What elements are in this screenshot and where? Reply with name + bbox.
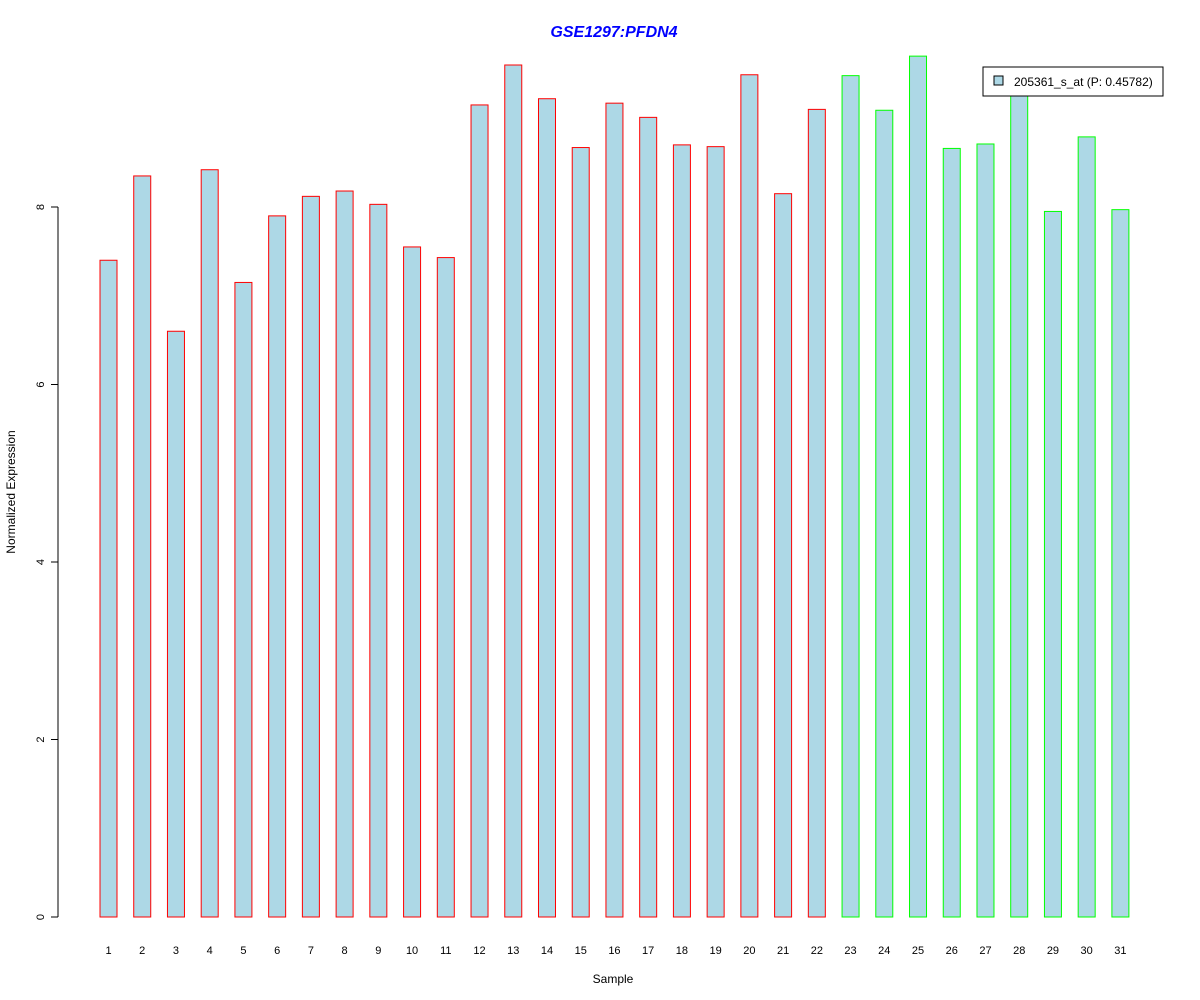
y-tick-label: 6 — [35, 381, 47, 387]
x-tick-label: 31 — [1114, 945, 1126, 957]
bar-sample-19 — [706, 146, 725, 918]
x-tick-label: 8 — [342, 945, 348, 957]
x-axis-label: Sample — [593, 972, 634, 986]
x-tick-label: 20 — [743, 945, 755, 957]
bar-sample-13 — [504, 64, 523, 918]
bar-sample-28 — [1010, 91, 1029, 918]
bar-sample-8 — [335, 190, 354, 918]
x-tick-label: 28 — [1013, 945, 1025, 957]
x-tick-label: 18 — [676, 945, 688, 957]
x-tick-label: 15 — [575, 945, 587, 957]
x-tick-label: 4 — [207, 945, 213, 957]
bar-sample-7 — [301, 195, 320, 918]
bar-sample-27 — [976, 143, 995, 918]
bar-sample-21 — [774, 193, 793, 918]
bar-sample-6 — [268, 215, 287, 918]
bar-sample-2 — [133, 175, 152, 918]
bar-sample-25 — [909, 55, 928, 918]
x-tick-label: 16 — [608, 945, 620, 957]
x-tick-label: 13 — [507, 945, 519, 957]
y-tick-label: 4 — [35, 559, 47, 565]
bar-sample-15 — [571, 147, 590, 918]
legend-box — [982, 66, 1164, 97]
bar-sample-23 — [841, 75, 860, 918]
bar-sample-14 — [537, 98, 556, 918]
bar-sample-12 — [470, 104, 489, 918]
y-tick-label: 0 — [35, 914, 47, 920]
x-tick-label: 25 — [912, 945, 924, 957]
bar-sample-10 — [403, 246, 422, 918]
bar-sample-29 — [1043, 210, 1062, 918]
bar-sample-1 — [99, 259, 118, 918]
x-tick-label: 6 — [274, 945, 280, 957]
x-tick-label: 11 — [440, 945, 451, 957]
y-tick-label: 2 — [35, 736, 47, 742]
x-tick-label: 23 — [844, 945, 856, 957]
x-tick-label: 9 — [375, 945, 381, 957]
legend-swatch — [993, 75, 1004, 86]
bar-sample-9 — [369, 203, 388, 918]
x-tick-label: 1 — [105, 945, 111, 957]
x-tick-label: 2 — [139, 945, 145, 957]
y-axis-label: Normalized Expression — [4, 430, 18, 553]
bar-sample-26 — [942, 147, 961, 918]
x-tick-label: 26 — [946, 945, 958, 957]
x-tick-label: 7 — [308, 945, 314, 957]
x-tick-label: 5 — [240, 945, 246, 957]
x-tick-label: 19 — [710, 945, 722, 957]
x-tick-label: 27 — [979, 945, 991, 957]
bar-sample-18 — [672, 144, 691, 918]
x-tick-label: 24 — [878, 945, 890, 957]
y-axis: 0 2 4 6 8 — [35, 204, 59, 920]
bar-sample-17 — [639, 116, 658, 918]
x-tick-label: 3 — [173, 945, 179, 957]
x-tick-label: 12 — [473, 945, 485, 957]
bar-sample-16 — [605, 102, 624, 918]
x-tick-label: 29 — [1047, 945, 1059, 957]
bar-sample-11 — [436, 257, 455, 918]
x-tick-label: 17 — [642, 945, 654, 957]
bar-sample-4 — [200, 169, 219, 918]
chart-title: GSE1297:PFDN4 — [550, 24, 677, 41]
x-tick-labels: 1 2 3 4 5 6 7 8 9 10 11 12 13 14 15 16 17 18 19 20 21 22 23 24 2… — [105, 945, 1126, 957]
bar-sample-30 — [1077, 136, 1096, 918]
bars-group — [99, 55, 1130, 918]
bar-sample-24 — [875, 109, 894, 918]
x-tick-label: 22 — [811, 945, 823, 957]
bar-sample-20 — [740, 74, 759, 918]
bar-sample-3 — [166, 330, 185, 918]
bar-sample-22 — [807, 108, 826, 918]
x-tick-label: 10 — [406, 945, 418, 957]
bar-sample-31 — [1111, 209, 1130, 918]
x-tick-label: 30 — [1081, 945, 1093, 957]
bar-sample-5 — [234, 281, 253, 918]
legend: 205361_s_at (P: 0.45782) — [982, 66, 1164, 97]
x-tick-label: 21 — [777, 945, 789, 957]
x-tick-label: 14 — [541, 945, 553, 957]
y-tick-label: 8 — [35, 204, 47, 210]
legend-label: 205361_s_at (P: 0.45782) — [1014, 75, 1153, 89]
